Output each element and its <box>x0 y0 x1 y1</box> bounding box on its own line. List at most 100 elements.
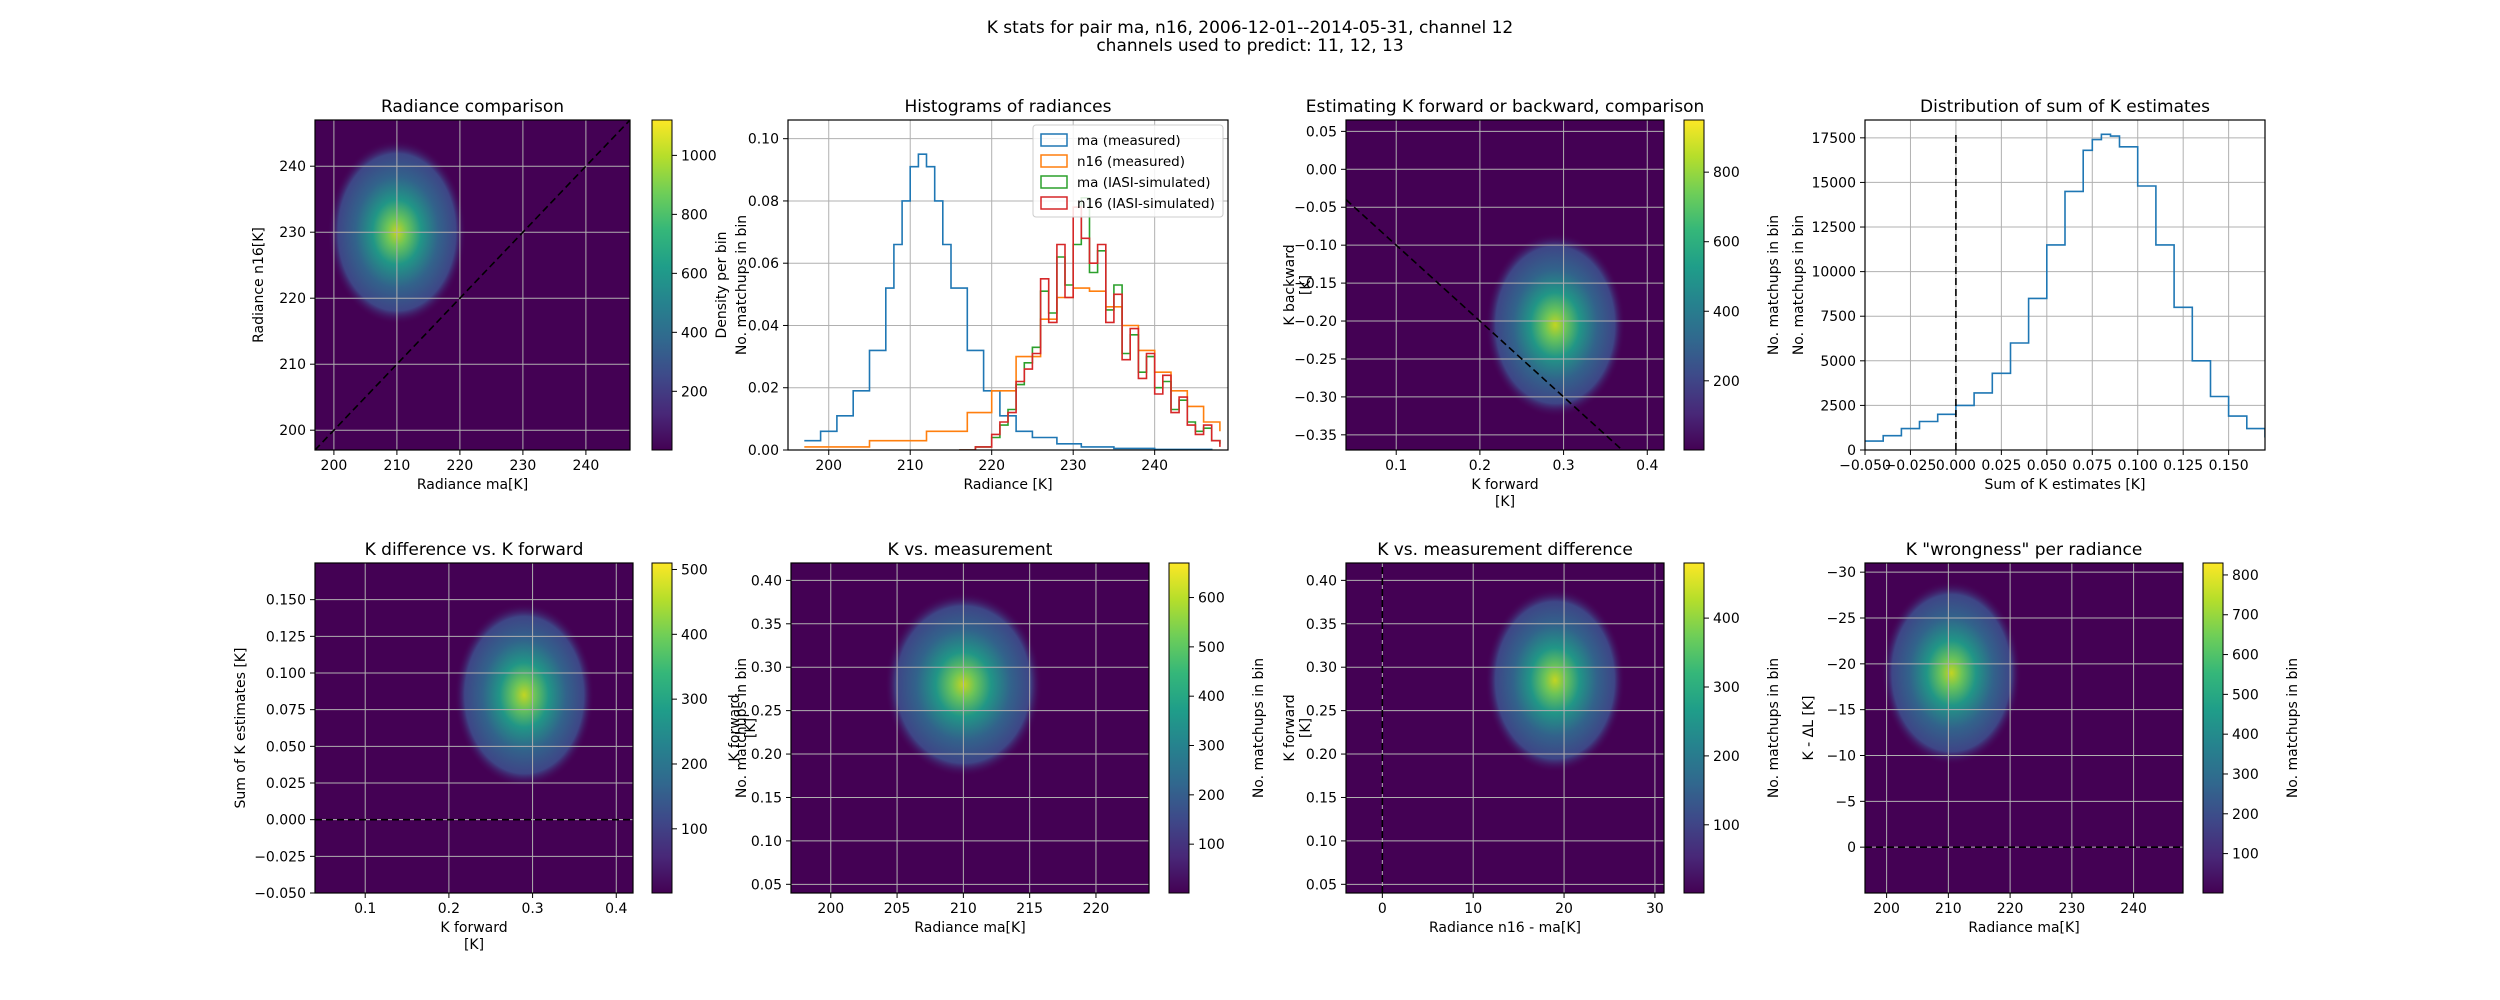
x-tick-label: 30 <box>1646 901 1664 917</box>
x-tick-label: 0.1 <box>1385 458 1407 474</box>
y-tick-label: −0.25 <box>1294 352 1337 368</box>
colorbar-tick-label: 200 <box>681 384 708 400</box>
axes-frame <box>790 562 1150 894</box>
x-tick-label: 205 <box>884 901 911 917</box>
x-tick-label: 215 <box>1016 901 1043 917</box>
y-tick-label: 0.050 <box>266 739 306 755</box>
colorbar-gradient <box>651 562 673 894</box>
y-tick-label: −30 <box>1826 565 1856 581</box>
y-tick-label: −0.050 <box>254 886 306 902</box>
y-axis-label: Radiance n16[K] <box>251 227 267 343</box>
x-tick-label: 0.100 <box>2118 458 2158 474</box>
colorbar-tick-label: 400 <box>1713 611 1740 627</box>
legend-label-0: ma (measured) <box>1077 133 1181 149</box>
y-axis-unit: [K] <box>1298 718 1314 738</box>
x-tick-label: 0.000 <box>1936 458 1976 474</box>
y-tick-label: 0.150 <box>266 593 306 609</box>
x-axis-label: Radiance ma[K] <box>1968 920 2079 936</box>
panel-p5: 0.1 0.2 0.3 0.4 −0.050 −0.025 0.000 0.025 0.050 0… <box>233 540 750 953</box>
y-tick-label: 220 <box>279 291 306 307</box>
colorbar-tick-label: 800 <box>681 207 708 223</box>
colorbar-tick-label: 1000 <box>681 148 717 164</box>
colorbar-tick-label: 700 <box>2232 608 2259 624</box>
ticks: 200 210 220 230 240 200 210 220 230 240 <box>279 159 599 474</box>
y-tick-label: 15000 <box>1811 175 1856 191</box>
heatmap-p6 <box>791 563 1149 893</box>
y-tick-label: −0.10 <box>1294 238 1337 254</box>
heatmap-p8 <box>1865 563 2183 893</box>
x-tick-label: 0.150 <box>2209 458 2249 474</box>
x-tick-label: 200 <box>815 458 842 474</box>
x-axis-label: K forward <box>440 920 507 936</box>
colorbar-tick-label: 300 <box>1713 680 1740 696</box>
axes-frame <box>1345 562 1665 894</box>
y-tick-label: 0.075 <box>266 703 306 719</box>
colorbar-tick-label: 100 <box>1713 818 1740 834</box>
y-tick-label: 12500 <box>1811 220 1856 236</box>
colorbar-tick-label: 400 <box>681 627 708 643</box>
axes-frame <box>1864 119 2266 451</box>
y-tick-label: 0.15 <box>1306 790 1337 806</box>
heatmap-density-peak <box>1881 580 2022 766</box>
y-tick-label: −0.20 <box>1294 314 1337 330</box>
x-axis-unit: [K] <box>1495 494 1515 510</box>
series-group <box>804 153 1221 450</box>
x-axis-label: Radiance n16 - ma[K] <box>1429 920 1581 936</box>
x-tick-label: 200 <box>321 458 348 474</box>
colorbar: 100 200 300 400 500 No. matchups in bin <box>651 562 750 894</box>
panel-title: Distribution of sum of K estimates <box>1920 97 2210 117</box>
legend-label-3: n16 (IASI-simulated) <box>1077 196 1215 212</box>
y-tick-label: 0.02 <box>748 381 779 397</box>
colorbar-tick-label: 200 <box>1713 374 1740 390</box>
heatmap-density-peak <box>1485 587 1625 773</box>
y-tick-label: 0.30 <box>751 660 782 676</box>
colorbar-tick-label: 300 <box>681 692 708 708</box>
x-tick-label: 0.2 <box>438 901 460 917</box>
x-axis-label: Radiance ma[K] <box>417 477 528 493</box>
heatmap-density-peak <box>454 602 595 788</box>
grid <box>1346 120 1664 450</box>
y-tick-label: 0.100 <box>266 666 306 682</box>
x-tick-label: 0.050 <box>2027 458 2067 474</box>
colorbar: 200 400 600 800 1000 No. matchups in bin <box>651 119 750 451</box>
y-tick-label: 7500 <box>1820 309 1856 325</box>
y-tick-label: 0.10 <box>1306 834 1337 850</box>
y-tick-label: 0.35 <box>751 617 782 633</box>
colorbar-tick-label: 300 <box>1198 739 1225 755</box>
axes-frame <box>314 562 634 894</box>
y-axis-label: K forward <box>1282 694 1298 761</box>
colorbar-label: No. matchups in bin <box>2285 658 2301 798</box>
ticks: 0 10 20 30 0.05 0.10 0.15 0.20 0.25 0.30 0.35 0.40 <box>1306 573 1664 917</box>
colorbar: 100 200 300 400 500 600 No. matchups in bin <box>1168 562 1267 894</box>
ticks: 200 210 220 230 240 0 −5 −10 −15 −20 −25 −30 <box>1826 565 2147 917</box>
colorbar-label: No. matchups in bin <box>734 215 750 355</box>
y-tick-label: −0.15 <box>1294 276 1337 292</box>
y-tick-label: 0.05 <box>751 877 782 893</box>
x-axis-label: Sum of K estimates [K] <box>1985 477 2146 493</box>
panel-p8: 200 210 220 230 240 0 −5 −10 −15 −20 −25 −30 K "wron… <box>1801 540 2301 936</box>
axes-frame <box>314 119 631 451</box>
x-tick-label: 210 <box>950 901 977 917</box>
y-tick-label: 0.00 <box>748 443 779 459</box>
ticks: 0.1 0.2 0.3 0.4 −0.050 −0.025 0.000 0.025 0.050 0… <box>254 593 627 917</box>
colorbar-tick-label: 400 <box>681 325 708 341</box>
y-tick-label: −5 <box>1835 794 1856 810</box>
legend-label-1: n16 (measured) <box>1077 154 1185 170</box>
colorbar-tick-label: 200 <box>1198 788 1225 804</box>
y-axis-unit: [K] <box>743 718 759 738</box>
x-tick-label: 240 <box>1141 458 1168 474</box>
panel-p2: 200 210 220 230 240 0.00 0.02 0.04 0.06 0.08 0.10 H… <box>714 97 1229 493</box>
y-tick-label: −10 <box>1826 749 1856 765</box>
x-tick-label: 220 <box>1083 901 1110 917</box>
y-tick-label: 0.25 <box>751 704 782 720</box>
x-tick-label: 0.4 <box>605 901 627 917</box>
series-line-3 <box>959 206 1221 450</box>
colorbar-tick-label: 600 <box>2232 648 2259 664</box>
y-tick-label: −25 <box>1826 611 1856 627</box>
colorbar-tick-label: 100 <box>2232 847 2259 863</box>
series-line-1 <box>804 287 1221 448</box>
heatmap-p5 <box>315 563 633 893</box>
x-tick-label: 10 <box>1464 901 1482 917</box>
y-axis-label: K - ΔL [K] <box>1801 695 1817 760</box>
colorbar-tick-label: 500 <box>1198 640 1225 656</box>
